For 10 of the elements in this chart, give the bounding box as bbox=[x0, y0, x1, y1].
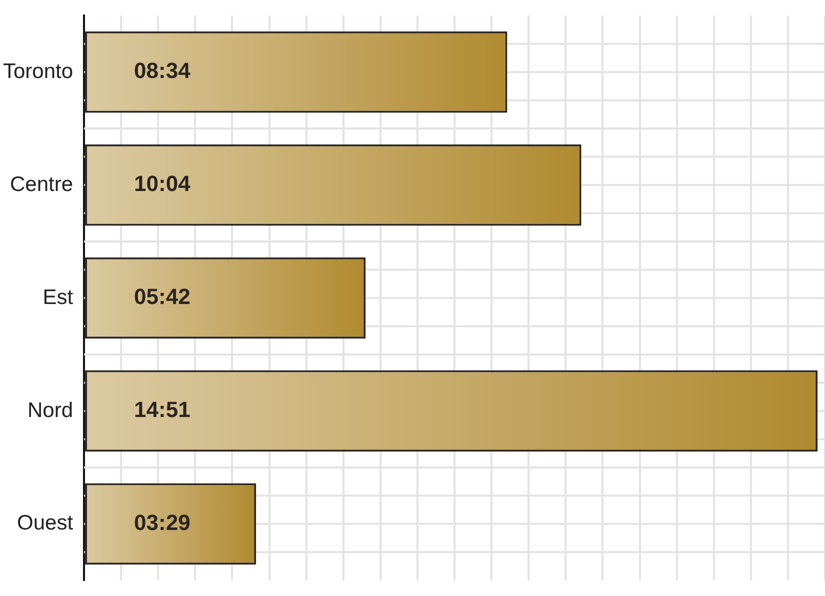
y-tick-label: Centre bbox=[10, 172, 74, 196]
data-label: 08:34 bbox=[134, 58, 192, 84]
data-label: 05:42 bbox=[134, 284, 190, 310]
y-tick-label: Nord bbox=[28, 398, 74, 422]
data-label: 03:29 bbox=[134, 510, 190, 535]
data-label: 14:51 bbox=[134, 397, 190, 422]
y-tick-label: Est bbox=[42, 286, 74, 309]
data-label: 10:04 bbox=[134, 171, 192, 196]
y-tick-label: Ouest bbox=[17, 512, 74, 535]
y-tick-label: Toronto bbox=[3, 60, 74, 83]
